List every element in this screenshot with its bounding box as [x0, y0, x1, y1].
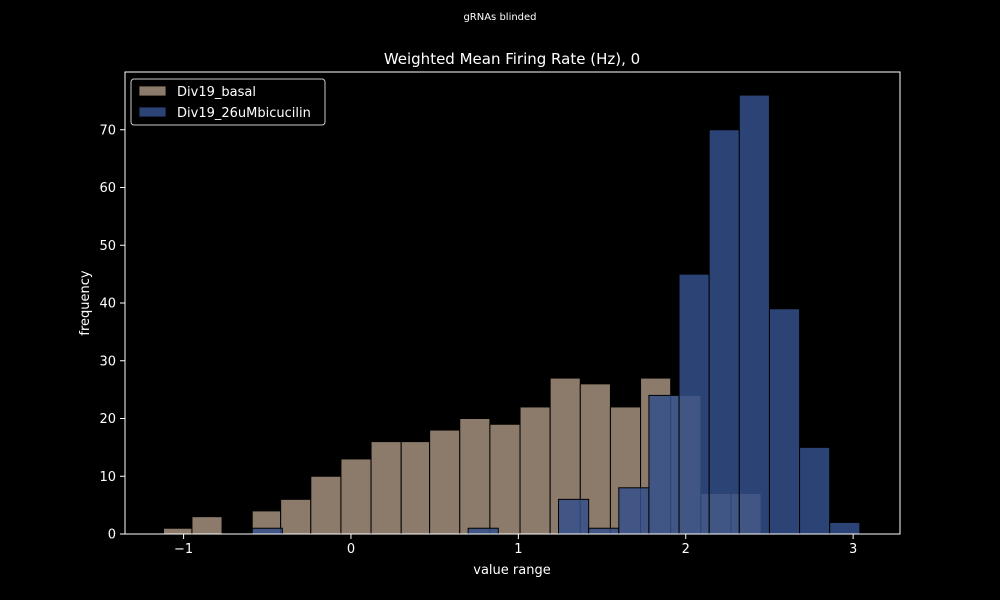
y-tick-label: 60	[99, 181, 116, 196]
bar-div19-bicucilin-3	[588, 527, 620, 535]
x-axis-label: value range	[473, 563, 550, 578]
y-tick-label: 70	[99, 123, 116, 138]
bar-div19-basal-11	[519, 406, 551, 535]
bar-div19-basal-9	[459, 418, 491, 535]
y-tick-label: 50	[99, 239, 116, 254]
bar-div19-bicucilin-5	[648, 394, 680, 535]
legend-label-div19-bicucilin: Div19_26uMbicucilin	[177, 106, 311, 121]
bar-div19-basal-5	[340, 458, 372, 535]
bar-div19-basal-3	[280, 498, 312, 535]
figure-suptitle: gRNAs blinded	[463, 12, 536, 23]
y-tick-label: 10	[99, 470, 116, 485]
bar-div19-bicucilin-0	[251, 527, 283, 535]
y-axis-ticks: 0 10 20 30 40 50 60 70	[99, 123, 125, 543]
bar-div19-basal-10	[489, 423, 521, 535]
x-tick-label: 2	[682, 542, 690, 557]
x-axis-ticks: −1 0 1 2 3	[174, 534, 857, 557]
y-tick-label: 40	[99, 297, 116, 312]
y-tick-label: 0	[108, 528, 116, 543]
chart-title: Weighted Mean Firing Rate (Hz), 0	[384, 50, 640, 68]
y-tick-label: 20	[99, 412, 116, 427]
bars-div19-bicucilin	[251, 94, 861, 535]
legend-swatch-div19-basal	[138, 85, 167, 97]
legend-label-div19-basal: Div19_basal	[177, 85, 256, 100]
x-tick-label: 3	[849, 542, 857, 557]
x-tick-label: 1	[514, 542, 522, 557]
bar-div19-bicucilin-2	[558, 498, 590, 535]
legend-swatch-div19-bicucilin	[138, 106, 167, 118]
x-tick-label: 0	[347, 542, 355, 557]
bar-div19-bicucilin-1	[467, 527, 499, 535]
bar-div19-bicucilin-10	[799, 446, 831, 535]
bar-div19-bicucilin-4	[618, 487, 650, 535]
legend: Div19_basal Div19_26uMbicucilin	[130, 78, 326, 126]
bar-div19-bicucilin-11	[829, 521, 861, 535]
bar-div19-bicucilin-8	[738, 94, 770, 535]
bar-div19-basal-7	[400, 441, 431, 535]
bar-div19-bicucilin-7	[708, 129, 740, 535]
bar-div19-basal-6	[370, 441, 402, 535]
y-axis-label: frequency	[78, 270, 93, 336]
legend-box	[130, 78, 326, 126]
bar-div19-basal-8	[429, 429, 461, 535]
bar-div19-basal-0	[163, 527, 193, 535]
bar-div19-bicucilin-9	[768, 308, 801, 535]
x-tick-label: −1	[174, 542, 193, 557]
bar-div19-bicucilin-6	[678, 273, 710, 535]
bar-div19-basal-1	[191, 516, 223, 535]
y-tick-label: 30	[99, 354, 116, 369]
bar-div19-basal-4	[310, 475, 342, 535]
